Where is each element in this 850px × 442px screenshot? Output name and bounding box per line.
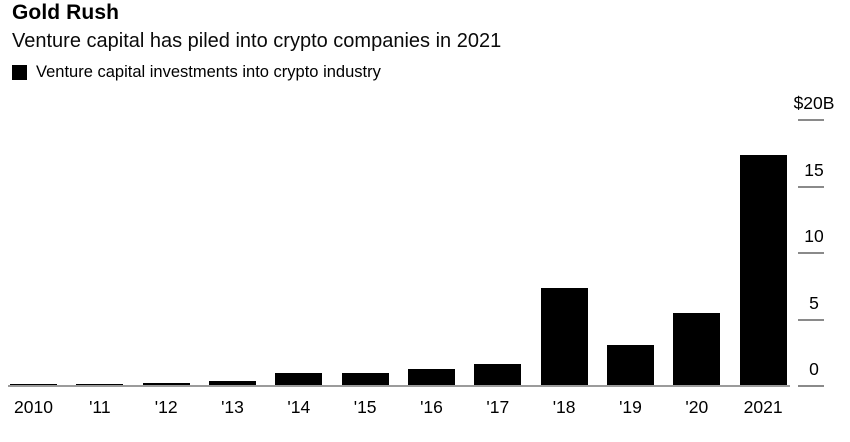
y-tick-mark-15 bbox=[798, 185, 824, 188]
x-tick-label-19: '19 bbox=[619, 397, 642, 417]
bar-19 bbox=[606, 344, 654, 386]
bar-17 bbox=[474, 364, 522, 386]
y-tick-mark-0 bbox=[798, 385, 824, 387]
y-tick-label-10: 10 bbox=[804, 226, 824, 246]
x-tick-label-15: '15 bbox=[353, 397, 377, 417]
x-tick-label-11: '11 bbox=[89, 397, 111, 417]
x-tick-label-13: '13 bbox=[221, 397, 244, 417]
y-tick-mark-5 bbox=[798, 318, 824, 321]
bar-2021 bbox=[739, 154, 787, 386]
chart-title: Gold Rush bbox=[12, 1, 120, 24]
legend-label: Venture capital investments into crypto … bbox=[36, 63, 381, 81]
y-tick-label-0: 0 bbox=[809, 359, 819, 379]
chart-subtitle: Venture capital has piled into crypto co… bbox=[12, 30, 502, 52]
y-tick-mark-20 bbox=[798, 119, 824, 121]
x-tick-label-14: '14 bbox=[287, 397, 311, 417]
bar-16 bbox=[407, 369, 455, 386]
bar-12 bbox=[142, 383, 190, 386]
bar-18 bbox=[540, 287, 588, 386]
bar-14 bbox=[275, 373, 323, 386]
y-tick-label-15: 15 bbox=[804, 159, 824, 180]
x-tick-label-16: '16 bbox=[420, 397, 443, 417]
x-tick-label-18: '18 bbox=[552, 397, 576, 417]
bar-20 bbox=[673, 312, 721, 386]
x-tick-label-20: '20 bbox=[685, 397, 709, 417]
x-tick-label-2010: 2010 bbox=[14, 397, 53, 417]
x-tick-label-17: '17 bbox=[486, 397, 510, 417]
y-tick-label-20: $20B bbox=[793, 93, 835, 113]
legend-swatch-icon bbox=[12, 65, 27, 80]
x-tick-label-12: '12 bbox=[154, 397, 178, 417]
bar-13 bbox=[208, 381, 256, 386]
bar-15 bbox=[341, 372, 389, 386]
y-tick-mark-10 bbox=[798, 252, 824, 254]
x-axis-line bbox=[8, 385, 790, 387]
y-tick-label-5: 5 bbox=[809, 292, 819, 313]
chart-legend: Venture capital investments into crypto … bbox=[12, 63, 381, 82]
x-tick-label-2021: 2021 bbox=[743, 397, 783, 417]
